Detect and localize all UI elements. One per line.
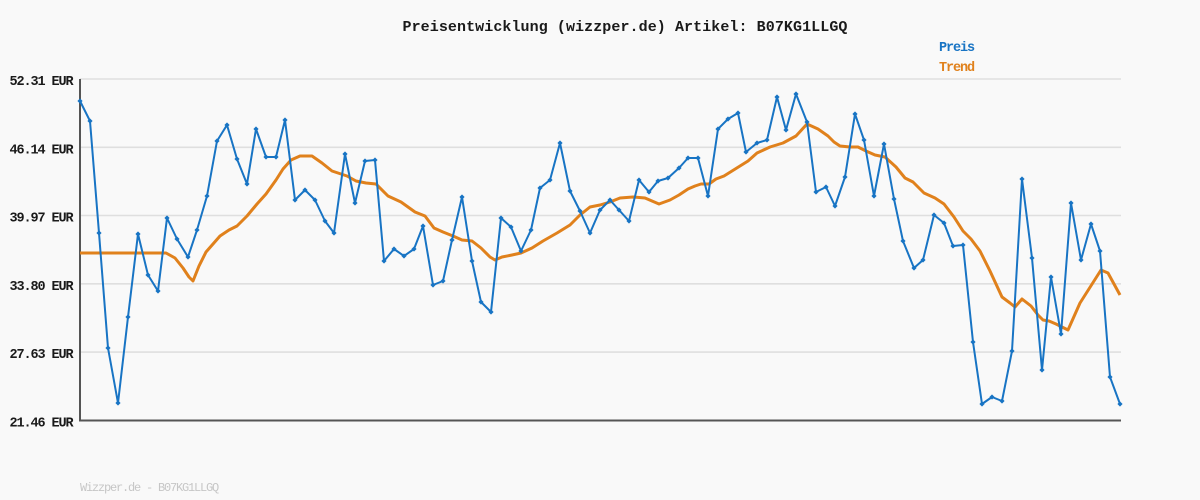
svg-text:Trend: Trend (939, 61, 975, 76)
svg-text:33.80 EUR: 33.80 EUR (9, 280, 74, 295)
svg-text:Wizzper.de - B07KG1LLGQ: Wizzper.de - B07KG1LLGQ (80, 481, 219, 495)
svg-text:Preis: Preis (939, 41, 975, 56)
svg-text:27.63 EUR: 27.63 EUR (9, 348, 74, 363)
svg-text:52.31 EUR: 52.31 EUR (9, 75, 74, 90)
svg-text:39.97 EUR: 39.97 EUR (9, 212, 74, 227)
svg-text:46.14 EUR: 46.14 EUR (9, 143, 74, 158)
svg-text:Preisentwicklung (wizzper.de): Preisentwicklung (wizzper.de) Artikel: B… (403, 19, 848, 36)
svg-text:21.46 EUR: 21.46 EUR (9, 416, 74, 431)
